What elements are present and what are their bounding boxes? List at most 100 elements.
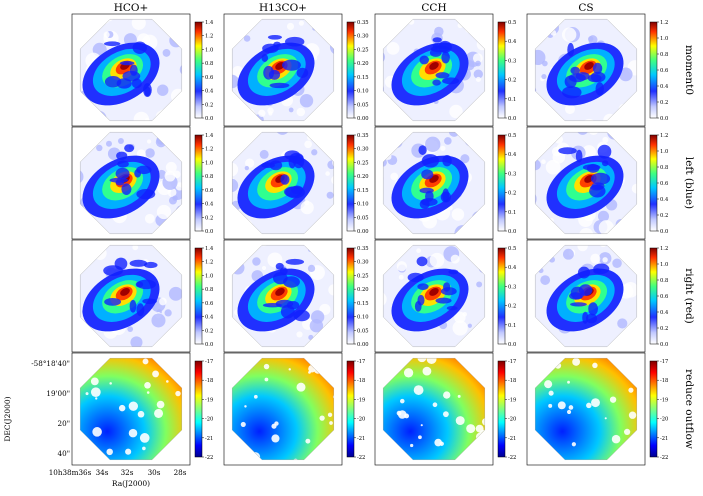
map-panel: 1.2 1.0 0.8 0.6 0.4 0.2 0.0 (526, 13, 669, 127)
colorbar (194, 134, 203, 232)
colorbar-tick: 0.2 (205, 328, 213, 334)
x-axis-label: Ra(J2000) (112, 479, 150, 488)
colorbar-tick: -17 (508, 359, 516, 365)
colorbar-tick: 0.8 (660, 278, 668, 284)
colorbar-tick: 1.0 (205, 273, 213, 279)
colorbar (194, 247, 203, 345)
colorbar-tick: 0.30 (357, 260, 369, 266)
colorbar-tick: 0.3 (508, 171, 516, 177)
colorbar-tick: 1.4 (205, 133, 214, 139)
colorbar-tick: 1.0 (205, 47, 213, 53)
colorbar-tick: 0.8 (205, 61, 213, 67)
x-tick-label: 32s (121, 468, 134, 477)
colorbar-tick: 0.8 (660, 165, 668, 171)
colorbar-tick: 0.0 (205, 116, 213, 122)
map-panel: 0.5 0.4 0.3 0.2 0.1 0.0 (374, 13, 517, 127)
colorbar-tick: 0.4 (508, 39, 517, 45)
x-tick-label: 28s (174, 468, 187, 477)
colorbar-tick: -22 (205, 455, 213, 461)
colorbar-tick: -18 (357, 378, 365, 384)
colorbar-tick: -21 (205, 436, 213, 442)
colorbar (497, 247, 506, 345)
colorbar (194, 21, 203, 119)
colorbar-tick: 0.6 (660, 181, 668, 187)
colorbar-tick: 1.2 (660, 246, 668, 252)
colorbar-tick: -20 (508, 417, 516, 423)
colorbar-tick: -20 (660, 417, 668, 423)
colorbar-tick: 1.4 (205, 246, 214, 252)
colorbar-tick: 0.4 (660, 310, 669, 316)
colorbar (346, 134, 355, 232)
colorbar-tick: 0.2 (508, 304, 516, 310)
colorbar-tick: 0.4 (508, 265, 517, 271)
colorbar-tick: 0.3 (508, 284, 516, 290)
colorbar-tick: 0.20 (357, 174, 369, 180)
colorbar-tick: 0.2 (508, 191, 516, 197)
colorbar (649, 21, 658, 119)
colorbar-tick: 0.0 (660, 229, 668, 235)
colorbar-tick: -21 (660, 436, 668, 442)
colorbar-tick: 0.10 (357, 315, 369, 321)
colorbar-tick: 0.4 (660, 84, 669, 90)
colorbar-tick: 1.2 (660, 133, 668, 139)
colorbar-tick: 0.2 (660, 326, 668, 332)
map-panel: -17 -18 -19 -20 -21 -22 (223, 352, 365, 466)
colorbar-tick: 1.0 (660, 149, 668, 155)
map-panel: 1.4 1.2 1.0 0.8 0.6 0.4 0.2 0.0 (71, 13, 214, 127)
colorbar (346, 360, 355, 458)
colorbar-tick: 0.15 (357, 75, 369, 81)
colorbar-tick: -20 (205, 417, 213, 423)
colorbar-tick: -18 (508, 378, 516, 384)
y-tick-label: 40" (58, 449, 70, 458)
colorbar-tick: 0.1 (508, 210, 516, 216)
colorbar-tick: 0.25 (357, 160, 369, 166)
map-panel: 1.4 1.2 1.0 0.8 0.6 0.4 0.2 0.0 (71, 126, 214, 240)
y-tick-label: -58°18'40" (31, 359, 70, 368)
colorbar-tick: 0.8 (660, 52, 668, 58)
colorbar-tick: 0.15 (357, 188, 369, 194)
colorbar-tick: 0.35 (357, 133, 369, 139)
colorbar-tick: 0.05 (357, 328, 369, 334)
row-label: reduce outflow (683, 369, 695, 449)
colorbar-tick: 0.00 (357, 342, 369, 348)
x-tick-label: 30s (148, 468, 161, 477)
colorbar-tick: -22 (660, 455, 668, 461)
colorbar-tick: -22 (357, 455, 365, 461)
colorbar-tick: 0.6 (205, 301, 213, 307)
colorbar-tick: 0.8 (205, 174, 213, 180)
colorbar-tick: 0.6 (205, 188, 213, 194)
colorbar (497, 360, 506, 458)
colorbar-tick: 0.4 (205, 89, 214, 95)
colorbar (346, 21, 355, 119)
row-label: moment0 (683, 45, 695, 95)
colorbar-tick: 0.00 (357, 116, 369, 122)
map-panel: 1.2 1.0 0.8 0.6 0.4 0.2 0.0 (526, 239, 669, 353)
map-panel: -17 -18 -19 -20 -21 -22 (71, 352, 213, 466)
colorbar-tick: -18 (205, 378, 213, 384)
colorbar-tick: 0.4 (508, 152, 517, 158)
colorbar (497, 134, 506, 232)
colorbar-tick: 0.6 (205, 75, 213, 81)
colorbar-tick: 0.0 (508, 116, 516, 122)
colorbar-tick: 0.1 (508, 97, 516, 103)
colorbar-tick: 0.0 (508, 229, 516, 235)
colorbar-tick: -19 (205, 397, 213, 403)
colorbar-tick: -18 (660, 378, 668, 384)
y-tick-label: 19'00" (46, 389, 70, 398)
colorbar-tick: 1.0 (660, 262, 668, 268)
colorbar-tick: 0.2 (508, 78, 516, 84)
colorbar (649, 360, 658, 458)
colorbar-tick: -21 (508, 436, 516, 442)
colorbar-tick: -19 (357, 397, 365, 403)
column-title: H13CO+ (259, 2, 307, 14)
map-panel: 0.35 0.30 0.25 0.20 0.15 0.10 0.05 0.00 (223, 13, 369, 127)
colorbar-tick: 0.0 (205, 342, 213, 348)
colorbar-tick: 0.2 (660, 100, 668, 106)
colorbar-tick: 1.2 (205, 147, 213, 153)
colorbar-tick: 0.05 (357, 102, 369, 108)
colorbar-tick: -17 (660, 359, 668, 365)
colorbar-tick: 0.35 (357, 20, 369, 26)
colorbar-tick: -17 (205, 359, 213, 365)
colorbar (346, 247, 355, 345)
